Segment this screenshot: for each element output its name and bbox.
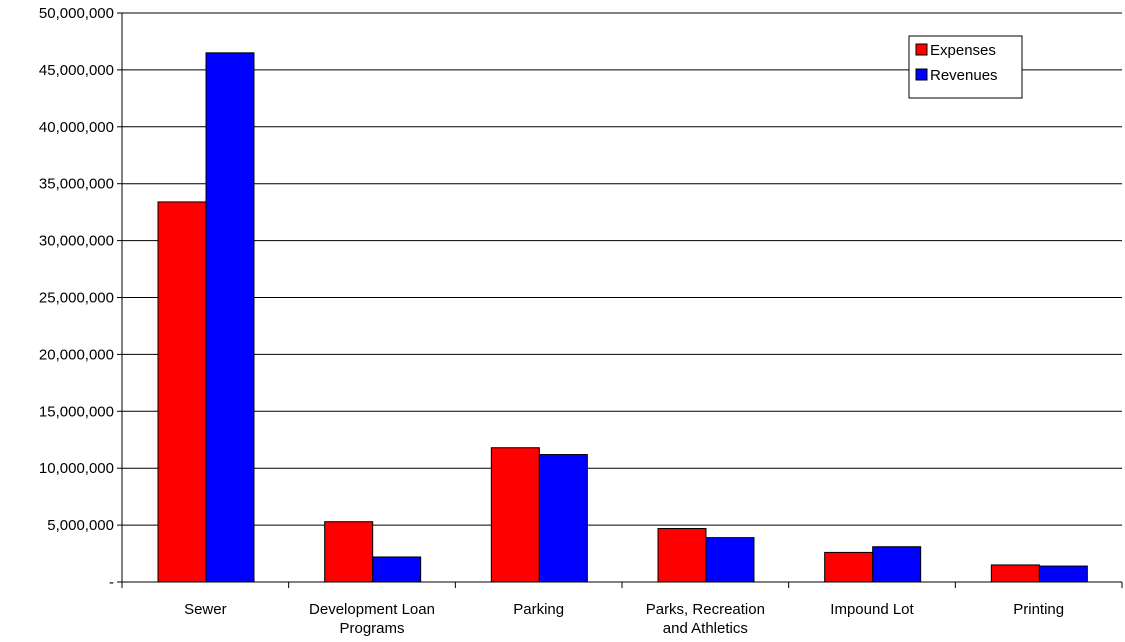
y-tick-label: 5,000,000 (47, 517, 114, 534)
legend-swatch-revenues (915, 68, 928, 81)
bar-expenses-5 (990, 564, 1040, 583)
y-tick-label: 20,000,000 (39, 346, 114, 363)
y-tick-label: 15,000,000 (39, 403, 114, 420)
x-category-label: Development Loan (309, 601, 435, 618)
bar-revenues-4 (872, 546, 922, 583)
bar-expenses-1 (324, 521, 374, 583)
legend-label-revenues: Revenues (930, 67, 998, 84)
gridlines (122, 12, 1122, 526)
y-tick-label: 50,000,000 (39, 5, 114, 22)
x-category-label: and Athletics (663, 620, 748, 637)
x-axis-labels: Sewer Development Loan Programs Parking Park… (184, 601, 1064, 637)
y-tick-label: 35,000,000 (39, 176, 114, 193)
x-category-label: Impound Lot (830, 601, 914, 618)
x-category-label: Parks, Recreation (646, 601, 765, 618)
bar-expenses-2 (490, 447, 540, 583)
x-category-label: Sewer (184, 601, 227, 618)
bar-revenues-0 (205, 52, 255, 583)
bar-expenses-3 (657, 528, 707, 583)
legend-swatch-expenses (915, 43, 928, 56)
y-tick-label: 40,000,000 (39, 119, 114, 136)
legend-label-expenses: Expenses (930, 42, 996, 59)
y-tick-label: 30,000,000 (39, 233, 114, 250)
bar-revenues-3 (705, 537, 755, 583)
y-axis-ticks: - 5,000,000 10,000,000 15,000,000 20,000,000… (39, 5, 122, 591)
axes (121, 13, 1123, 588)
x-category-label: Parking (513, 601, 564, 618)
y-tick-label: 10,000,000 (39, 460, 114, 477)
y-tick-label: 25,000,000 (39, 290, 114, 307)
bar-expenses-4 (824, 551, 874, 583)
legend-box (908, 35, 1023, 99)
bar-revenues-5 (1038, 565, 1088, 583)
bars (157, 52, 1088, 583)
bar-expenses-0 (157, 201, 207, 583)
bar-revenues-1 (372, 556, 422, 583)
y-tick-label: 45,000,000 (39, 62, 114, 79)
bar-revenues-2 (538, 454, 588, 583)
x-category-label: Printing (1013, 601, 1064, 618)
x-category-label: Programs (339, 620, 404, 637)
y-tick-label: - (109, 574, 114, 591)
legend: Expenses Revenues (908, 35, 1023, 99)
